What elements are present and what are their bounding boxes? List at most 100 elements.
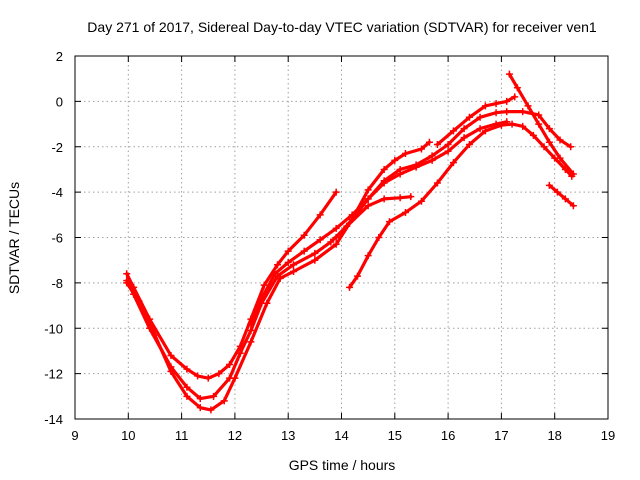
data-point: [316, 236, 324, 244]
data-point: [508, 120, 516, 128]
x-axis-label: GPS time / hours: [289, 457, 396, 473]
data-point: [215, 370, 223, 378]
data-point: [503, 118, 511, 126]
data-point: [545, 181, 553, 189]
series-line: [347, 122, 574, 289]
data-point: [247, 320, 255, 328]
series-line: [125, 140, 431, 412]
data-point: [481, 102, 489, 110]
grid-lines: [75, 56, 608, 419]
data-point: [519, 122, 527, 130]
data-point: [545, 138, 553, 146]
data-point: [569, 202, 577, 210]
data-point: [260, 281, 268, 289]
data-point: [380, 165, 388, 173]
data-point: [348, 215, 356, 223]
data-point: [569, 170, 577, 178]
data-point: [425, 138, 433, 146]
data-point: [492, 109, 500, 117]
data-point: [535, 120, 543, 128]
x-tick-label: 13: [281, 428, 295, 443]
data-point: [428, 152, 436, 160]
data-point: [503, 108, 511, 116]
data-point: [247, 338, 255, 346]
data-point: [511, 93, 519, 101]
y-tick-label: -6: [51, 231, 63, 246]
series-line: [125, 195, 413, 401]
y-tick-label: -12: [44, 367, 63, 382]
data-point: [529, 131, 537, 139]
axis-ticks: [74, 55, 609, 420]
y-tick-label: 0: [56, 94, 63, 109]
series-arc-d: [345, 120, 576, 291]
data-point: [492, 100, 500, 108]
data-point: [151, 331, 159, 339]
data-point: [540, 143, 548, 151]
series-line: [547, 183, 576, 208]
data-point: [401, 150, 409, 158]
series-arc-i: [545, 181, 577, 210]
data-point: [417, 197, 425, 205]
data-point: [556, 136, 564, 144]
data-point: [210, 392, 218, 400]
data-point: [236, 349, 244, 357]
data-point: [327, 238, 335, 246]
data-point: [391, 156, 399, 164]
data-point: [519, 108, 527, 116]
data-point: [380, 195, 388, 203]
data-point: [524, 102, 532, 110]
data-point: [465, 140, 473, 148]
data-point: [412, 161, 420, 169]
series-group: [123, 70, 577, 414]
data-point: [332, 234, 340, 241]
data-point: [167, 351, 175, 359]
data-point: [271, 270, 279, 278]
data-point: [353, 272, 361, 280]
data-point: [183, 392, 191, 400]
y-tick-label: -4: [51, 185, 63, 200]
data-point: [226, 361, 234, 369]
data-point: [396, 165, 404, 173]
data-point: [196, 404, 204, 412]
series-arc-e: [247, 118, 511, 328]
y-axis-label: SDTVAR / TECUs: [6, 182, 22, 294]
data-point: [364, 195, 372, 203]
data-point: [465, 113, 473, 121]
x-tick-label: 12: [228, 428, 242, 443]
data-point: [194, 372, 202, 380]
chart-title: Day 271 of 2017, Sidereal Day-to-day VTE…: [87, 19, 597, 35]
data-point: [167, 367, 175, 375]
data-point: [401, 209, 409, 217]
data-point: [284, 258, 292, 266]
y-tick-label: -14: [44, 412, 63, 427]
data-point: [204, 374, 212, 382]
data-point: [332, 240, 340, 248]
data-point: [535, 111, 543, 119]
data-point: [460, 134, 468, 142]
data-point: [444, 140, 452, 148]
data-point: [380, 177, 388, 185]
series-line: [125, 190, 338, 380]
data-point: [449, 127, 457, 135]
data-point: [476, 113, 484, 121]
y-tick-label: -2: [51, 140, 63, 155]
data-point: [364, 186, 372, 194]
data-point: [503, 97, 511, 105]
data-point: [407, 193, 415, 201]
data-point: [556, 154, 564, 162]
data-point: [183, 383, 191, 391]
data-point: [567, 143, 575, 151]
data-point: [231, 374, 239, 382]
data-point: [505, 70, 513, 78]
y-tick-label: 2: [56, 49, 63, 64]
data-point: [300, 247, 308, 255]
x-tick-label: 19: [601, 428, 615, 443]
data-point: [364, 202, 372, 210]
data-point: [276, 274, 284, 282]
data-point: [332, 224, 340, 232]
data-point: [396, 194, 404, 202]
data-point: [316, 211, 324, 219]
data-point: [196, 395, 204, 403]
data-point: [290, 268, 298, 276]
